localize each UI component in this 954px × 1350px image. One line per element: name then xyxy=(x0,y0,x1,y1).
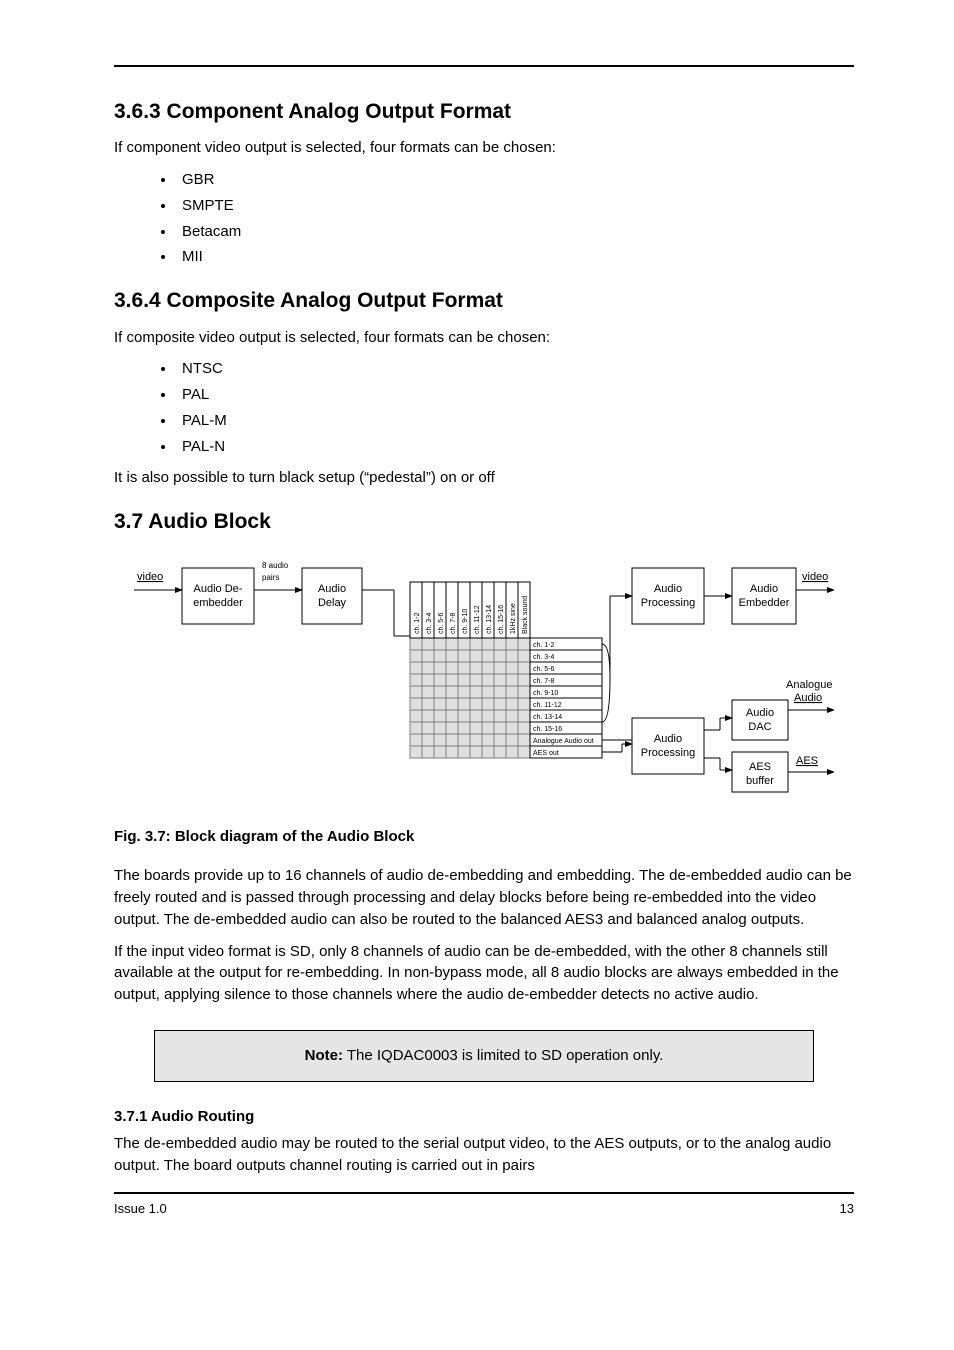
svg-text:ch. 3-4: ch. 3-4 xyxy=(426,612,433,634)
label-proc-top-2: Processing xyxy=(641,597,695,609)
label-delay-1: Audio xyxy=(318,583,346,595)
para-3-7-1: The boards provide up to 16 channels of … xyxy=(114,865,854,930)
svg-text:ch. 1-2: ch. 1-2 xyxy=(533,642,555,649)
label-proc-bot-2: Processing xyxy=(641,747,695,759)
list-item: PAL xyxy=(176,384,854,406)
note-box: Note: The IQDAC0003 is limited to SD ope… xyxy=(154,1030,814,1082)
svg-text:Black sound: Black sound xyxy=(522,595,529,633)
svg-text:Analogue Audio out: Analogue Audio out xyxy=(533,738,594,745)
svg-text:ch. 9-10: ch. 9-10 xyxy=(462,608,469,633)
svg-text:ch. 15-16: ch. 15-16 xyxy=(533,726,562,733)
svg-text:ch. 7-8: ch. 7-8 xyxy=(450,612,457,634)
label-dac-1: Audio xyxy=(746,707,774,719)
figure-caption: Fig. 3.7: Block diagram of the Audio Blo… xyxy=(114,826,854,848)
label-aes-out: AES xyxy=(796,755,818,767)
label-embed-1: Audio xyxy=(750,583,778,595)
label-pairs-1: 8 audio xyxy=(262,561,289,570)
label-analogue-2: Audio xyxy=(794,692,822,704)
svg-text:1kHz sine: 1kHz sine xyxy=(510,603,517,634)
list-item: MII xyxy=(176,246,854,268)
list-item: Betacam xyxy=(176,221,854,243)
matrix-row-labels: ch. 1-2 ch. 3-4 ch. 5-6 ch. 7-8 ch. 9-10… xyxy=(533,642,594,757)
bullets-3-6-3: GBR SMPTE Betacam MII xyxy=(114,169,854,268)
list-item: PAL-N xyxy=(176,436,854,458)
svg-text:AES out: AES out xyxy=(533,750,559,757)
heading-3-7-1: 3.7.1 Audio Routing xyxy=(114,1106,854,1128)
svg-text:ch. 15-16: ch. 15-16 xyxy=(498,604,505,633)
svg-text:ch. 11-12: ch. 11-12 xyxy=(474,605,481,634)
svg-text:ch. 3-4: ch. 3-4 xyxy=(533,654,555,661)
note-label: Note: xyxy=(305,1047,343,1064)
list-item: PAL-M xyxy=(176,410,854,432)
svg-text:ch. 1-2: ch. 1-2 xyxy=(414,612,421,634)
svg-text:ch. 7-8: ch. 7-8 xyxy=(533,678,555,685)
label-embed-2: Embedder xyxy=(739,597,790,609)
para-3-7-1-body: The de-embedded audio may be routed to t… xyxy=(114,1133,854,1177)
para-3-6-4-outro: It is also possible to turn black setup … xyxy=(114,467,854,489)
list-item: SMPTE xyxy=(176,195,854,217)
page: 3.6.3 Component Analog Output Format If … xyxy=(0,0,954,1350)
label-video-out: video xyxy=(802,571,828,583)
para-3-6-3-intro: If component video output is selected, f… xyxy=(114,137,854,159)
para-3-6-4-intro: If composite video output is selected, f… xyxy=(114,327,854,349)
heading-3-7: 3.7 Audio Block xyxy=(114,507,854,537)
footer-right: 13 xyxy=(840,1200,854,1219)
label-video-in: video xyxy=(137,571,163,583)
label-aes-1: AES xyxy=(749,761,771,773)
matrix: ch. 1-2 ch. 3-4 ch. 5-6 ch. 7-8 ch. 9-10… xyxy=(410,582,602,758)
label-aes-2: buffer xyxy=(746,775,774,787)
label-deembed-2: embedder xyxy=(193,597,243,609)
bullets-3-6-4: NTSC PAL PAL-M PAL-N xyxy=(114,358,854,457)
label-pairs-2: pairs xyxy=(262,573,279,582)
page-top-rule xyxy=(114,65,854,67)
figure-audio-block: video Audio De- embedder 8 audio pairs A… xyxy=(134,558,834,818)
note-body: The IQDAC0003 is limited to SD operation… xyxy=(347,1047,664,1064)
heading-3-6-4: 3.6.4 Composite Analog Output Format xyxy=(114,286,854,316)
para-3-7-2: If the input video format is SD, only 8 … xyxy=(114,941,854,1006)
label-analogue-1: Analogue xyxy=(786,679,833,691)
svg-text:ch. 13-14: ch. 13-14 xyxy=(533,714,562,721)
label-proc-top-1: Audio xyxy=(654,583,682,595)
page-bottom-rule xyxy=(114,1192,854,1194)
list-item: NTSC xyxy=(176,358,854,380)
label-proc-bot-1: Audio xyxy=(654,733,682,745)
label-delay-2: Delay xyxy=(318,597,347,609)
footer-left: Issue 1.0 xyxy=(114,1200,167,1219)
label-dac-2: DAC xyxy=(748,721,771,733)
matrix-col-labels: ch. 1-2 ch. 3-4 ch. 5-6 ch. 7-8 ch. 9-10… xyxy=(414,595,529,633)
label-deembed-1: Audio De- xyxy=(194,583,243,595)
list-item: GBR xyxy=(176,169,854,191)
page-footer: Issue 1.0 13 xyxy=(114,1200,854,1219)
svg-text:ch. 5-6: ch. 5-6 xyxy=(438,612,445,634)
heading-3-6-3: 3.6.3 Component Analog Output Format xyxy=(114,97,854,127)
svg-text:ch. 5-6: ch. 5-6 xyxy=(533,666,555,673)
svg-text:ch. 13-14: ch. 13-14 xyxy=(486,604,493,633)
svg-text:ch. 11-12: ch. 11-12 xyxy=(533,702,562,709)
svg-text:ch. 9-10: ch. 9-10 xyxy=(533,690,558,697)
